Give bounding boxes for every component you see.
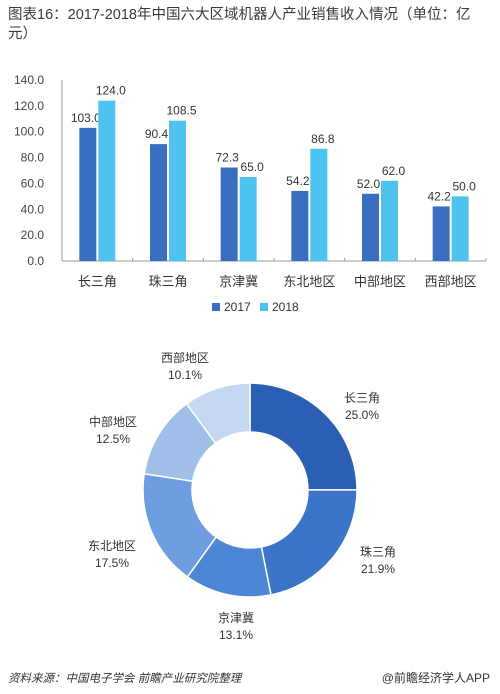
- x-tick-label: 长三角: [78, 274, 117, 289]
- slice-name-2: 京津冀: [218, 611, 254, 625]
- data-label: 54.2: [286, 174, 310, 188]
- slice-name-5: 西部地区: [161, 350, 209, 365]
- x-tick-label: 京津冀: [219, 274, 258, 289]
- bar-2018-2: [239, 176, 257, 261]
- y-tick-label: 120.0: [14, 99, 44, 113]
- source-note: 资料来源：中国电子学会 前瞻产业研究院整理: [8, 673, 242, 685]
- y-tick-label: 0.0: [27, 254, 44, 268]
- bar-2018-4: [381, 180, 398, 261]
- bar-2017-3: [291, 190, 309, 261]
- legend-swatch-2017: [212, 303, 220, 311]
- bar-2017-5: [432, 206, 450, 261]
- bar-2018-3: [310, 148, 328, 261]
- y-tick-label: 60.0: [21, 176, 45, 190]
- y-tick-label: 40.0: [21, 202, 45, 216]
- y-tick-label: 80.0: [21, 151, 45, 165]
- bar-2017-2: [220, 167, 238, 261]
- slice-value-1: 21.9%: [361, 562, 395, 576]
- bar-2018-5: [451, 196, 469, 261]
- slice-name-4: 中部地区: [89, 414, 137, 429]
- bar-2017-1: [150, 144, 167, 261]
- data-label: 52.0: [357, 177, 381, 191]
- slice-5: [185, 382, 251, 445]
- slice-value-3: 17.5%: [95, 556, 129, 570]
- slice-value-5: 10.1%: [168, 368, 202, 382]
- donut-chart: 长三角 25.0% 珠三角 21.9% 京津冀 13.1% 东北地区 17.5% 中部地区 12.…: [88, 350, 396, 642]
- logo-text: @前瞻经济学人APP: [381, 671, 490, 685]
- legend-swatch-2018: [260, 303, 268, 311]
- y-tick-label: 140.0: [14, 73, 44, 87]
- slice-1: [260, 489, 358, 596]
- slice-value-2: 13.1%: [219, 628, 253, 642]
- data-label: 72.3: [215, 151, 239, 165]
- data-label: 90.4: [145, 127, 169, 141]
- data-label: 50.0: [452, 179, 476, 193]
- legend-label-2017: 2017: [224, 300, 251, 314]
- x-tick-label: 东北地区: [283, 274, 335, 289]
- slice-value-4: 12.5%: [96, 432, 130, 446]
- data-label: 103.0: [71, 111, 101, 125]
- y-tick-label: 20.0: [21, 228, 45, 242]
- data-label: 86.8: [311, 132, 335, 146]
- data-label: 42.2: [427, 189, 451, 203]
- bar-2017-0: [79, 127, 97, 261]
- y-tick-label: 100.0: [14, 125, 44, 139]
- bar-2018-0: [98, 100, 116, 261]
- data-label: 108.5: [166, 104, 196, 118]
- slice-name-0: 长三角: [344, 391, 380, 405]
- data-label: 65.0: [240, 160, 264, 174]
- x-tick-label: 珠三角: [148, 274, 187, 289]
- x-tick-label: 西部地区: [425, 274, 477, 289]
- slice-name-3: 东北地区: [88, 539, 136, 553]
- x-tick-label: 中部地区: [354, 274, 406, 289]
- slice-0: [249, 382, 358, 491]
- slice-value-0: 25.0%: [345, 408, 379, 422]
- slice-name-1: 珠三角: [360, 545, 396, 559]
- data-label: 62.0: [382, 164, 406, 178]
- legend-label-2018: 2018: [272, 300, 299, 314]
- bar-2018-1: [169, 120, 186, 261]
- bar-chart: 0.0 20.0 40.0 60.0 80.0 100.0 120.0 140.0 103.0 1…: [14, 73, 487, 314]
- bar-2017-4: [362, 193, 379, 261]
- chart-title: 图表16：2017-2018年中国六大区域机器人产业销售收入情况（单位：亿元）: [8, 7, 471, 42]
- data-label: 124.0: [96, 84, 126, 98]
